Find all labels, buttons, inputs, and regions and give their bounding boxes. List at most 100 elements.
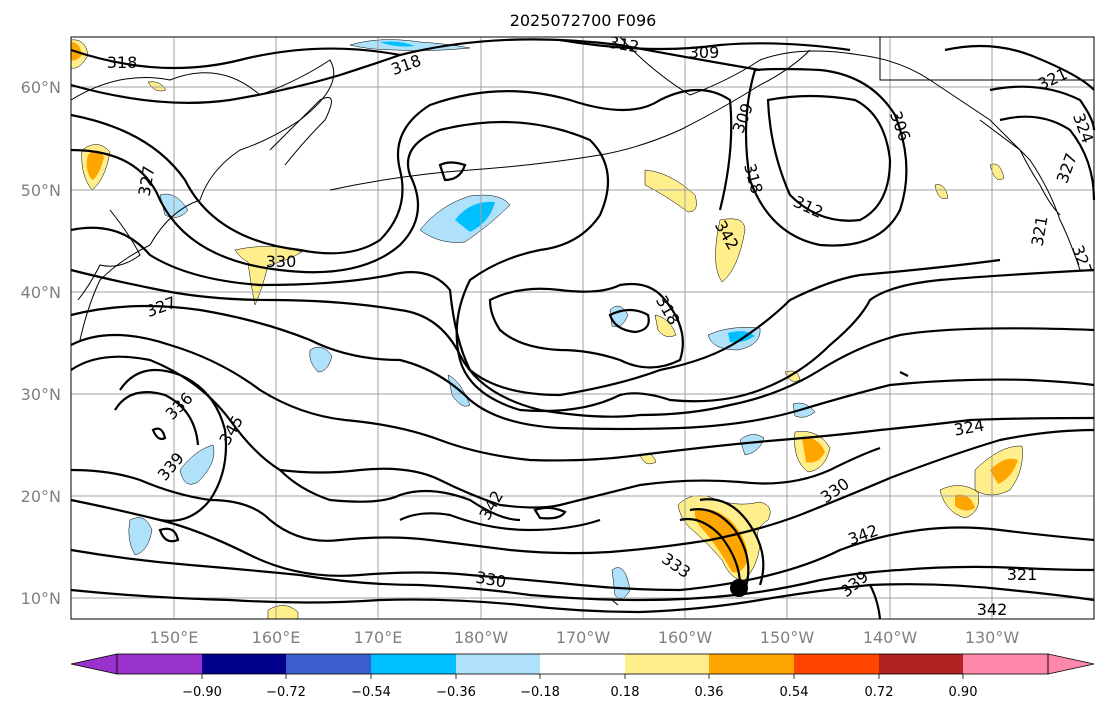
contour-line xyxy=(438,161,467,182)
coast-bc xyxy=(979,119,1061,216)
colorbar-tick-label: −0.54 xyxy=(351,685,391,700)
contour-line xyxy=(766,94,892,222)
lat-tick-label: 40°N xyxy=(21,283,61,302)
contour-line xyxy=(70,304,1095,431)
colorbar-tick-label: −0.72 xyxy=(266,685,306,700)
shade-cool-blob xyxy=(309,346,333,373)
map-panel: 318 318 312 309 321 324 327 327 321 327 … xyxy=(70,33,1097,620)
shade-warm-blob xyxy=(934,184,949,199)
map-title: 2025072700 F096 xyxy=(510,11,657,30)
coast-asia xyxy=(70,59,335,341)
colorbar-segment xyxy=(540,654,625,674)
shade-cool-blob xyxy=(792,402,816,418)
colorbar-segment xyxy=(117,654,202,674)
contour-line xyxy=(689,508,750,591)
lon-tick-label: 130°W xyxy=(965,628,1020,647)
contour-line xyxy=(70,89,733,255)
contour-line xyxy=(70,53,401,104)
lon-axis: 150°E 160°E 170°E 180°W 170°W 160°W 150°… xyxy=(150,628,1020,647)
lat-tick-label: 60°N xyxy=(21,78,61,97)
colorbar-tick-label: 0.54 xyxy=(780,685,809,700)
map-frame xyxy=(70,36,1095,620)
storm-marker xyxy=(730,579,748,597)
lon-tick-label: 140°W xyxy=(863,628,918,647)
contour-line xyxy=(533,506,567,520)
contour-line xyxy=(608,308,650,334)
contour-line xyxy=(999,115,1096,201)
coast-alaska xyxy=(619,36,1081,271)
contour-label: 318 xyxy=(107,53,138,72)
contour-line xyxy=(399,512,601,532)
lon-tick-label: 170°W xyxy=(556,628,611,647)
coastlines xyxy=(70,36,1094,606)
coast-north xyxy=(879,37,1094,81)
contour-line xyxy=(944,44,1095,91)
shade-warm-blob xyxy=(644,169,697,213)
contour-line xyxy=(70,268,1095,418)
island-hawaii xyxy=(611,599,619,606)
contour-line xyxy=(70,583,1095,614)
colorbar-segment xyxy=(963,654,1048,674)
lat-tick-label: 10°N xyxy=(21,589,61,608)
contour-line xyxy=(158,527,180,543)
colorbar-tick-label: −0.18 xyxy=(520,685,560,700)
contour-line xyxy=(70,428,1095,555)
contour-line xyxy=(70,120,1095,413)
contour-line xyxy=(70,333,1095,462)
lon-tick-label: 180°W xyxy=(454,628,509,647)
lat-tick-label: 20°N xyxy=(21,487,61,506)
colorbar-segment xyxy=(371,654,456,674)
lon-tick-label: 150°W xyxy=(760,628,815,647)
contour-line xyxy=(70,498,1095,592)
shade-cool-blob xyxy=(739,434,765,456)
contour-label: 321 xyxy=(1007,565,1038,584)
contour-line xyxy=(869,584,882,620)
contour-line xyxy=(279,469,521,522)
contour-line xyxy=(559,38,851,52)
contour-line xyxy=(899,371,909,377)
contour-line xyxy=(151,427,167,441)
lat-tick-label: 50°N xyxy=(21,181,61,200)
contour-line xyxy=(70,548,1095,602)
contour-line xyxy=(699,498,765,586)
contour-label: 342 xyxy=(977,600,1008,619)
colorbar-segment xyxy=(286,654,371,674)
shade-warm-blob xyxy=(715,218,746,283)
colorbar: −0.90 −0.72 −0.54 −0.36 −0.18 0.18 0.36 … xyxy=(70,653,1095,700)
contour-line xyxy=(989,85,1096,131)
contour-label: 330 xyxy=(266,252,297,271)
contour-lines xyxy=(70,38,1096,620)
coast-kamchatka xyxy=(269,97,332,166)
coast-japan xyxy=(77,209,141,301)
colorbar-segment xyxy=(456,654,540,674)
contour-line xyxy=(488,282,684,369)
lat-tick-label: 30°N xyxy=(21,385,61,404)
colorbar-tick-label: 0.90 xyxy=(949,685,978,700)
colorbar-tick-label: 0.36 xyxy=(695,685,724,700)
colorbar-tick-label: −0.36 xyxy=(436,685,476,700)
contour-line xyxy=(744,67,908,247)
graticule xyxy=(71,37,1094,619)
colorbar-segment xyxy=(625,654,709,674)
colorbar-segment xyxy=(794,654,879,674)
lon-tick-label: 150°E xyxy=(150,628,199,647)
coast-aleutians xyxy=(329,49,811,191)
lon-tick-label: 160°E xyxy=(252,628,301,647)
shade-cool-blob xyxy=(128,517,153,556)
lat-axis: 60°N 50°N 40°N 30°N 20°N 10°N xyxy=(21,78,61,608)
shade-warm-blob xyxy=(147,81,167,92)
colorbar-segment xyxy=(202,654,286,674)
colorbar-extend-high xyxy=(1047,653,1095,675)
lon-tick-label: 160°W xyxy=(658,628,713,647)
colorbar-extend-low xyxy=(70,653,118,675)
colorbar-segment xyxy=(879,654,963,674)
shade-warm-blob xyxy=(654,314,677,337)
colorbar-tick-label: −0.90 xyxy=(182,685,222,700)
colorbar-tick-label: 0.18 xyxy=(611,685,640,700)
contour-label: 309 xyxy=(689,43,720,62)
contour-line xyxy=(70,226,1001,397)
shade-warm-blob xyxy=(989,163,1005,181)
lon-tick-label: 170°E xyxy=(354,628,403,647)
contour-line xyxy=(119,368,228,522)
